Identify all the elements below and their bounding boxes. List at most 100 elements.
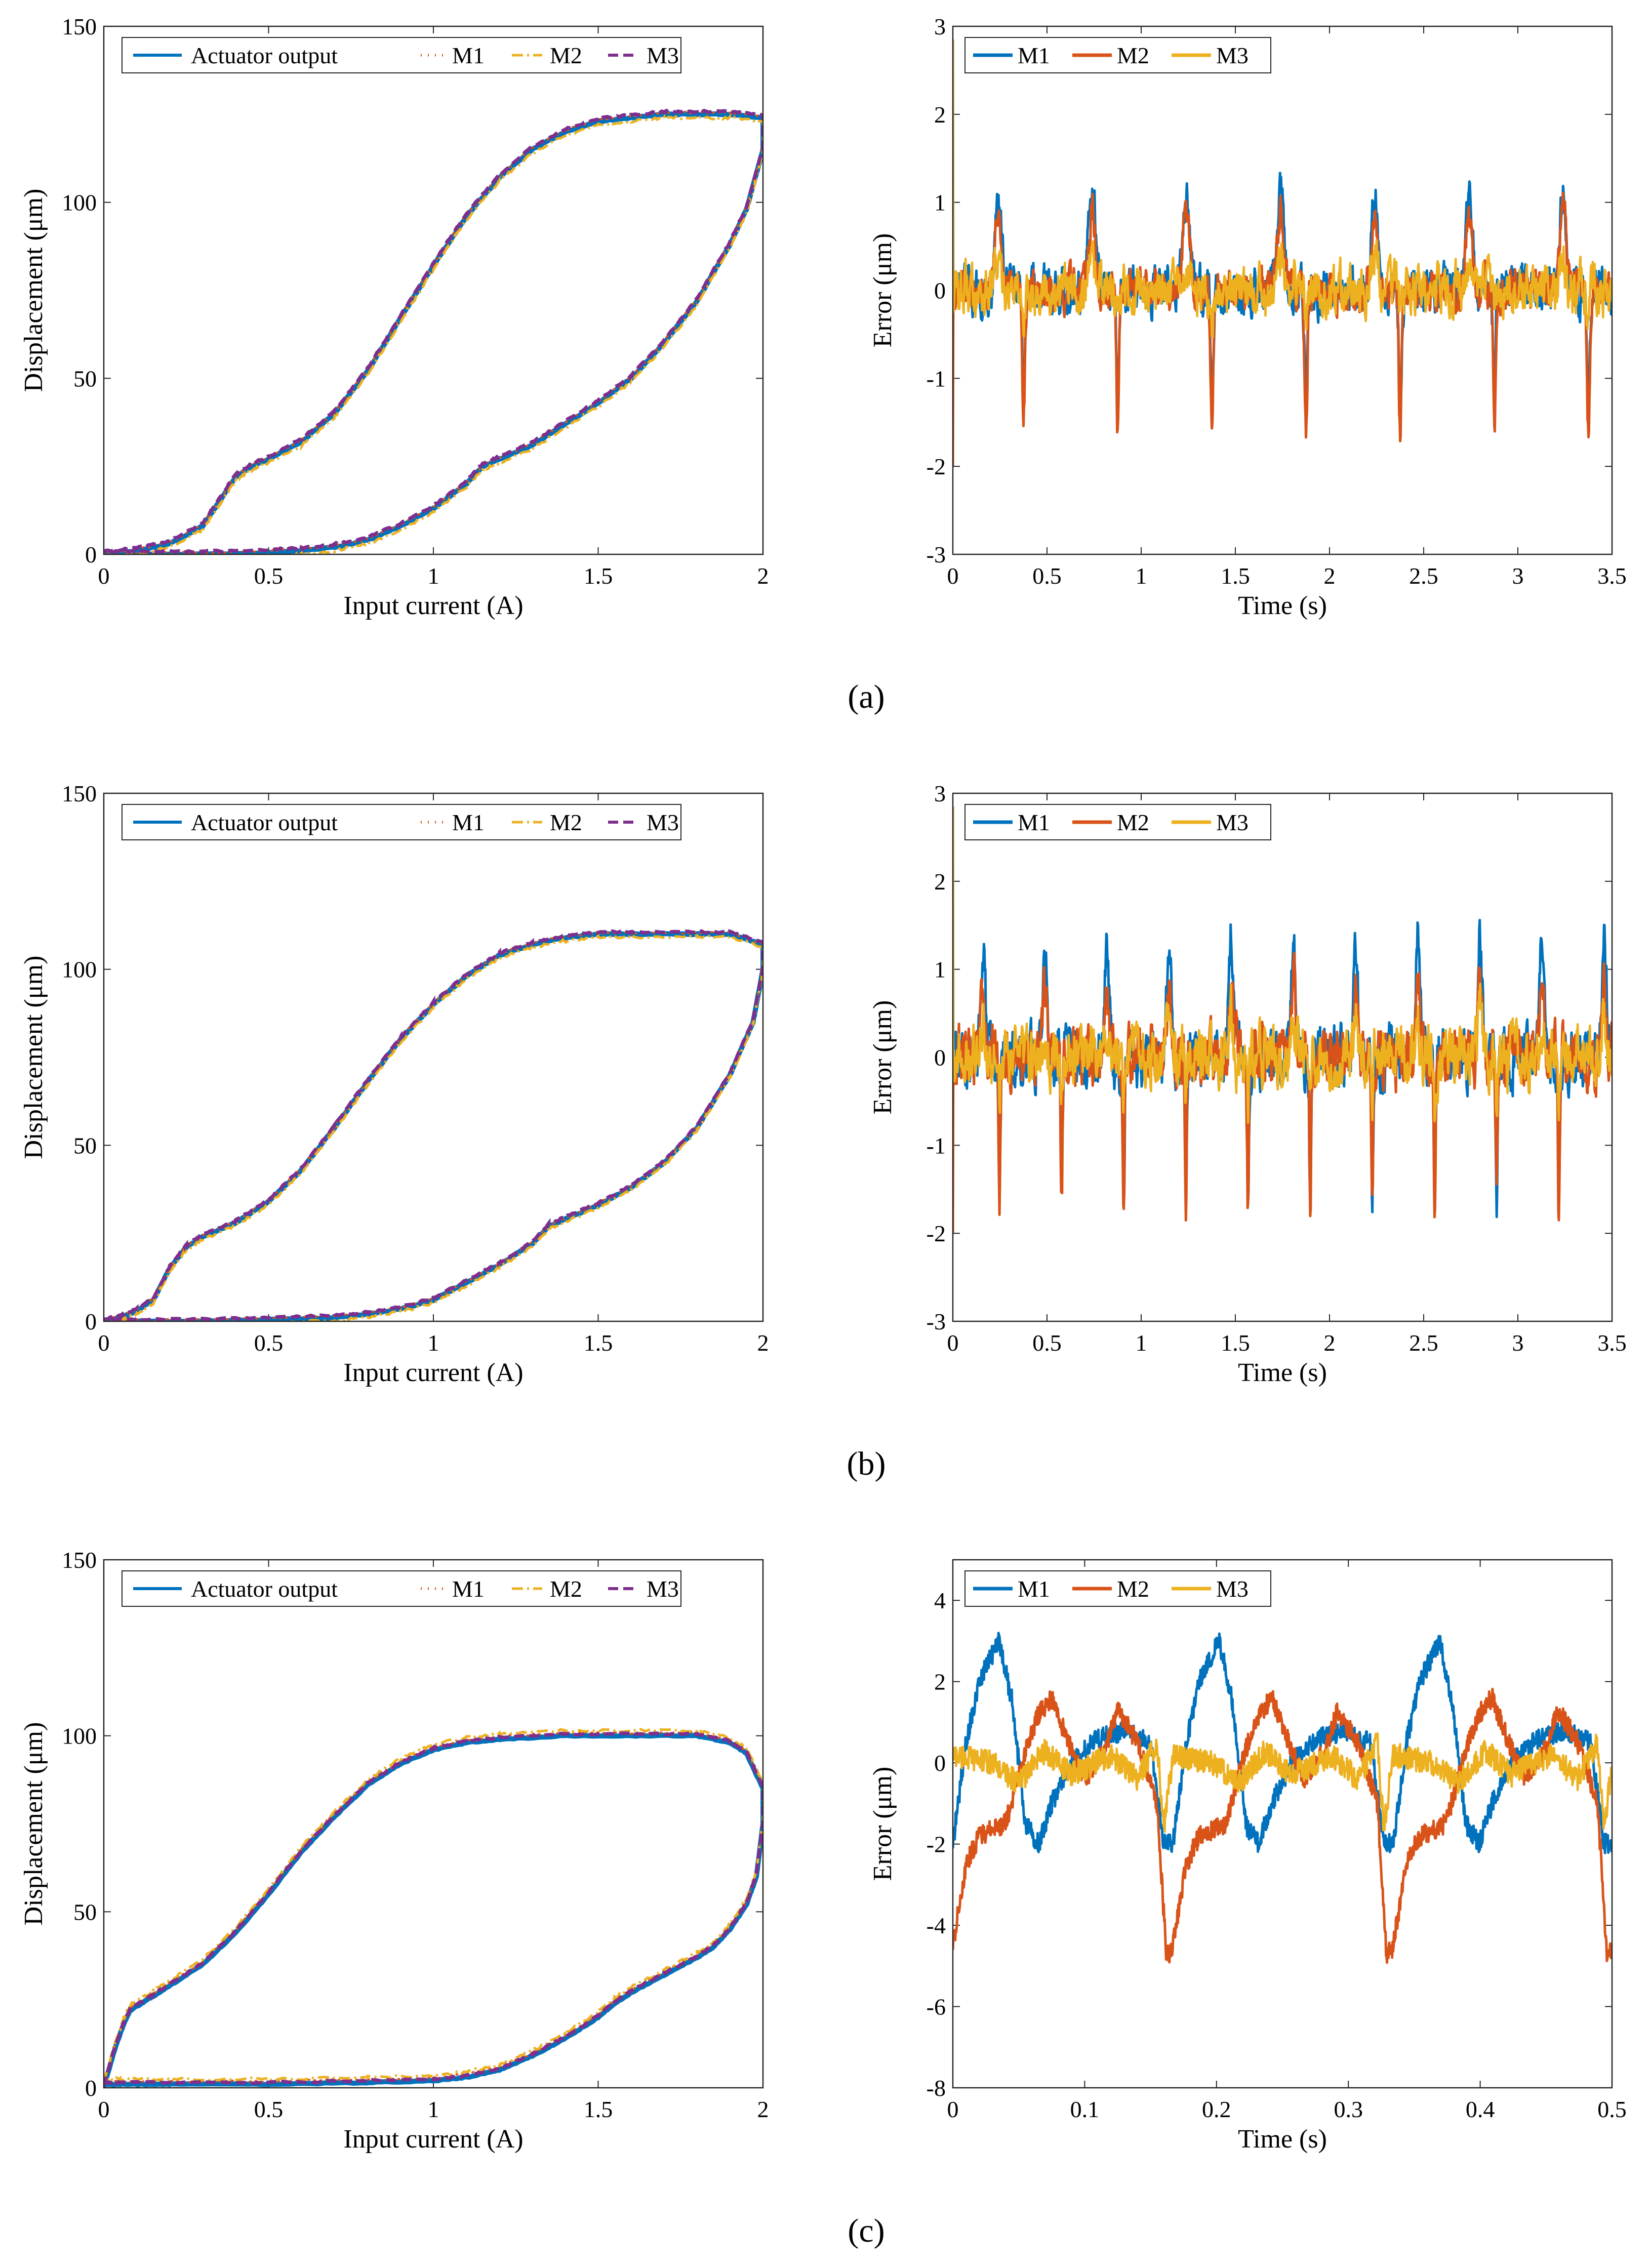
panel-a-left-xtick-label: 1.5 [584, 563, 613, 589]
panel-b-right-xlabel: Time (s) [1238, 1358, 1327, 1387]
panel-c-left-ytick-label: 100 [62, 1723, 97, 1749]
panel-c-right-series-group [953, 1632, 1612, 1964]
panel-b-left-series-group [104, 929, 763, 1321]
panel-c-left-xtick-label: 1.5 [584, 2096, 613, 2122]
panel-a-right-ytick-label: -1 [927, 366, 946, 391]
panel-c-right-ytick-label: -2 [927, 1832, 946, 1857]
panel-a-right-xtick-label: 1.5 [1221, 563, 1250, 589]
panel-c-left-panel-label: (c) [848, 2212, 884, 2249]
panel-a-right-xtick-label: 0 [947, 563, 959, 589]
panel-b-left-legend-label-1: Actuator output [191, 809, 338, 835]
panel-b-left-plot-area [104, 793, 763, 1321]
panel-a-right-xtick-label: 1 [1136, 563, 1147, 589]
panel-b-right-ytick-label: 3 [934, 781, 946, 806]
panel-a-right-ytick-label: -3 [927, 542, 946, 568]
panel-c-right-xtick-label: 0 [947, 2096, 959, 2122]
panel-a-right-xlabel: Time (s) [1238, 591, 1327, 620]
panel-b-right-chart: 0 0.5 1 1.5 2 2.5 3 3.5 -3 -2 -1 0 1 2 3 Time (s) Error … [868, 781, 1627, 1387]
panel-c-right-legend-label-2: M2 [1117, 1576, 1149, 1602]
panel-a-right-axes-frame [952, 25, 1613, 555]
panel-b-right-ytick-label: -1 [927, 1132, 946, 1158]
panel-c-left-xtick-label: 2 [757, 2096, 769, 2122]
panel-c-right-series-m3 [953, 1732, 1612, 1833]
panel-b-left-axes-frame [103, 792, 764, 1322]
panel-a-right-ytick-label: -2 [927, 454, 946, 479]
panel-b-right-xtick-label: 2.5 [1409, 1330, 1438, 1356]
panel-b-left-xtick-label: 1.5 [584, 1330, 613, 1356]
panel-a-right-xtick-label: 2.5 [1409, 563, 1438, 589]
panel-b-left-legend-label-2: M1 [452, 809, 485, 835]
panel-a-left-series-m3 [104, 108, 763, 554]
panel-c-left-legend-label-1: Actuator output [191, 1576, 338, 1602]
panel-a-left-ytick-label: 100 [62, 190, 97, 216]
panel-c-left-ylabel: Displacement (μm) [19, 1722, 48, 1926]
panel-b-right-ytick-label: 0 [934, 1045, 946, 1071]
panel-b-right-ytick-label: -2 [927, 1221, 946, 1246]
panel-a-left-xtick-label: 2 [757, 563, 769, 589]
panel-c-right-xtick-label: 0.3 [1334, 2096, 1363, 2122]
panel-c-right-series-m2 [953, 1687, 1612, 1964]
panel-a-left-legend-box [122, 37, 681, 73]
panel-b-right-xtick-label: 0.5 [1032, 1330, 1062, 1356]
panel-a-left-xtick-label: 0.5 [254, 563, 284, 589]
panel-c-right-xtick-label: 0.5 [1597, 2096, 1627, 2122]
panel-b-right-ytick-label: -3 [927, 1309, 946, 1334]
panel-a-left-chart: 0 0.5 1 1.5 2 0 50 100 150 Input current (A) Displ… [19, 14, 885, 715]
panel-a-right-ytick-label: 2 [934, 102, 946, 128]
panel-a-left-xtick-label: 1 [428, 563, 439, 589]
panel-b-left-legend-box [122, 804, 681, 840]
panel-c-left-ytick-label: 0 [85, 2075, 97, 2101]
panel-c-left-xlabel: Input current (A) [343, 2125, 523, 2154]
panel-a-right-legend-box [964, 37, 1271, 73]
panel-a-left-legend-label-1: Actuator output [191, 43, 338, 68]
panel-a-left-panel-label: (a) [848, 678, 884, 715]
panel-b-left-xtick-label: 2 [757, 1330, 769, 1356]
panel-a-right-xtick-label: 0.5 [1032, 563, 1062, 589]
panel-b-left-ytick-label: 100 [62, 957, 97, 983]
panel-c-left-series-m3 [104, 1731, 763, 2087]
panel-c-right-ytick-label: 4 [934, 1588, 946, 1613]
panel-c-right-xtick-label: 0.1 [1070, 2096, 1100, 2122]
panel-a-right-ytick-label: 0 [934, 278, 946, 304]
panel-b-right-xtick-label: 1 [1136, 1330, 1147, 1356]
panel-b-right-series-m3 [953, 806, 1612, 1124]
panel-b-left-panel-label: (b) [847, 1445, 886, 1482]
panel-b-left-series-m3 [104, 929, 763, 1321]
panel-b-right-legend-label-3: M3 [1216, 809, 1249, 835]
panel-c-right-ytick-label: 0 [934, 1750, 946, 1776]
panel-c-right-legend-box [964, 1570, 1271, 1607]
panel-b-left-ytick-label: 150 [62, 781, 97, 806]
panel-a-right-xtick-label: 2 [1324, 563, 1336, 589]
panel-b-left-legend-label-4: M3 [647, 809, 679, 835]
panel-c-left-xtick-label: 0 [98, 2096, 110, 2122]
panel-b-right-series-group [953, 806, 1612, 1233]
panel-c-right-ytick-label: -8 [927, 2075, 946, 2101]
panel-c-left-xtick-label: 1 [428, 2096, 439, 2122]
panel-b-right-legend-label-1: M1 [1018, 809, 1050, 835]
panel-a-right-series-m2 [953, 192, 1612, 466]
panel-b-right-xtick-label: 0 [947, 1330, 959, 1356]
panel-c-right-xtick-label: 0.4 [1466, 2096, 1495, 2122]
panel-c-right-xlabel: Time (s) [1238, 2125, 1327, 2154]
panel-a-right-legend-label-1: M1 [1018, 43, 1050, 68]
panel-a-left-xtick-label: 0 [98, 563, 110, 589]
panel-a-right-ytick-label: 1 [934, 190, 946, 216]
panel-b-left-xtick-label: 0.5 [254, 1330, 284, 1356]
panel-a-left-series-group [104, 108, 763, 554]
panel-c-left-series-group [104, 1728, 763, 2088]
panel-c-right-ytick-label: -4 [927, 1913, 946, 1938]
panel-b-right-xtick-label: 2 [1324, 1330, 1336, 1356]
panel-b-right-legend-label-2: M2 [1117, 809, 1149, 835]
panel-c-left-ytick-label: 50 [73, 1899, 97, 1925]
panel-a-left-legend-label-2: M1 [452, 43, 485, 68]
panel-c-right-ytick-label: 2 [934, 1669, 946, 1695]
panel-b-right-ylabel: Error (μm) [868, 1000, 897, 1115]
panel-c-left-plot-area [104, 1560, 763, 2088]
panel-b-right-legend-box [964, 804, 1271, 840]
panel-a-right-series-m3 [953, 39, 1612, 338]
panel-a-left-ytick-label: 0 [85, 542, 97, 568]
panel-b-left-ytick-label: 0 [85, 1309, 97, 1334]
panel-a-right-legend-label-3: M3 [1216, 43, 1249, 68]
panel-c-right-legend-label-1: M1 [1018, 1576, 1050, 1602]
